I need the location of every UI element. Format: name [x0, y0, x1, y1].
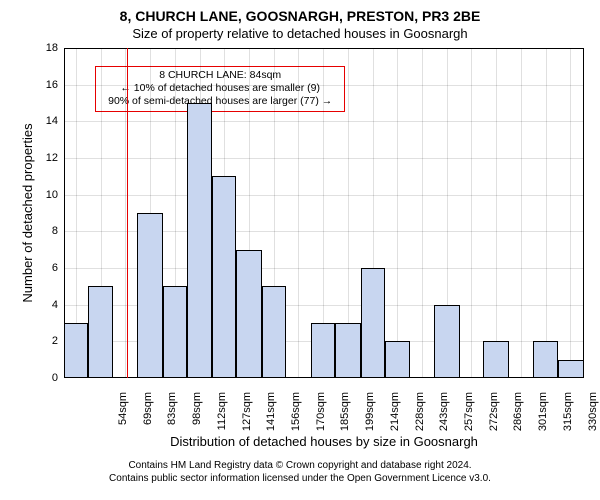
y-tick-label: 4 [34, 299, 58, 311]
x-tick-label: 156sqm [290, 392, 302, 442]
histogram-bar [311, 323, 335, 378]
marker-annotation: 8 CHURCH LANE: 84sqm ← 10% of detached h… [95, 66, 345, 111]
histogram-bar [236, 250, 262, 378]
y-tick-label: 0 [34, 372, 58, 384]
histogram-bar [533, 341, 559, 378]
grid-line-vertical [397, 48, 398, 378]
x-tick-label: 170sqm [315, 392, 327, 442]
x-tick-label: 257sqm [463, 392, 475, 442]
x-tick-label: 141sqm [265, 392, 277, 442]
y-tick-label: 8 [34, 225, 58, 237]
x-tick-label: 301sqm [537, 392, 549, 442]
histogram-bar [558, 360, 584, 378]
y-tick-label: 10 [34, 189, 58, 201]
histogram-bar [88, 286, 114, 378]
y-tick-label: 14 [34, 115, 58, 127]
histogram-bar [361, 268, 385, 378]
x-tick-label: 127sqm [241, 392, 253, 442]
x-tick-label: 185sqm [339, 392, 351, 442]
grid-line-vertical [298, 48, 299, 378]
histogram-bar [434, 305, 460, 378]
histogram-bar [212, 176, 236, 378]
copyright-line-1: Contains HM Land Registry data © Crown c… [0, 460, 600, 473]
x-tick-label: 272sqm [488, 392, 500, 442]
x-tick-label: 286sqm [512, 392, 524, 442]
x-tick-label: 83sqm [166, 392, 178, 442]
y-tick-label: 12 [34, 152, 58, 164]
histogram-bar [163, 286, 187, 378]
y-tick-label: 2 [34, 335, 58, 347]
copyright-notice: Contains HM Land Registry data © Crown c… [0, 460, 600, 485]
y-tick-label: 16 [34, 79, 58, 91]
histogram-bar [385, 341, 411, 378]
chart-title: 8, CHURCH LANE, GOOSNARGH, PRESTON, PR3 … [0, 8, 600, 24]
histogram-bar [64, 323, 88, 378]
x-tick-label: 69sqm [142, 392, 154, 442]
y-axis-label: Number of detached properties [20, 113, 35, 313]
grid-line-vertical [496, 48, 497, 378]
marker-line [127, 48, 128, 378]
histogram-bar [262, 286, 286, 378]
histogram-bar [187, 103, 213, 378]
histogram-bar [137, 213, 163, 378]
x-tick-label: 54sqm [117, 392, 129, 442]
x-tick-label: 98sqm [191, 392, 203, 442]
x-tick-label: 228sqm [414, 392, 426, 442]
copyright-line-2: Contains public sector information licen… [0, 473, 600, 486]
y-tick-label: 6 [34, 262, 58, 274]
grid-line-vertical [422, 48, 423, 378]
grid-line-vertical [471, 48, 472, 378]
grid-line-vertical [546, 48, 547, 378]
chart-subtitle: Size of property relative to detached ho… [0, 26, 600, 41]
x-tick-label: 243sqm [438, 392, 450, 442]
grid-line-vertical [570, 48, 571, 378]
x-tick-label: 199sqm [364, 392, 376, 442]
grid-line-vertical [521, 48, 522, 378]
x-tick-label: 112sqm [216, 392, 228, 442]
y-tick-label: 18 [34, 42, 58, 54]
x-tick-label: 315sqm [562, 392, 574, 442]
annotation-line-1: 8 CHURCH LANE: 84sqm [100, 69, 340, 82]
x-tick-label: 330sqm [587, 392, 599, 442]
histogram-bar [483, 341, 509, 378]
histogram-bar [335, 323, 361, 378]
x-tick-label: 214sqm [389, 392, 401, 442]
annotation-line-3: 90% of semi-detached houses are larger (… [100, 95, 340, 108]
